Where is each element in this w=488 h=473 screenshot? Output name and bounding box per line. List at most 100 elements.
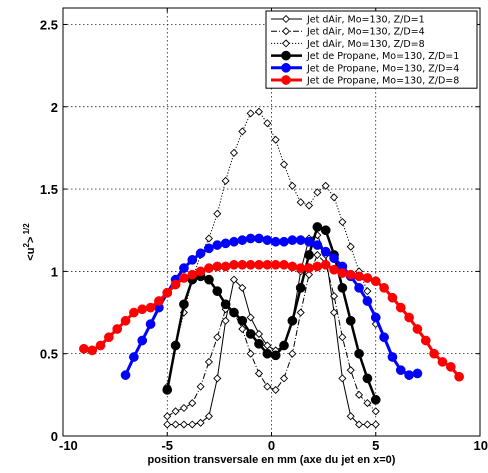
data-point-marker: [79, 343, 89, 354]
y-axis-label-sup2: 1/2: [22, 223, 31, 237]
data-point-marker: [387, 352, 398, 362]
data-point-marker: [355, 420, 364, 429]
data-point-marker: [338, 374, 347, 383]
data-point-marker: [281, 27, 291, 36]
data-point-marker: [320, 259, 331, 270]
legend-item-5: Jet de Propane, Mo=130, Z/D=4: [271, 62, 459, 74]
legend-item-4: Jet de Propane, Mo=130, Z/D=1: [271, 50, 459, 62]
data-point-marker: [345, 315, 356, 326]
data-point-marker: [362, 373, 373, 384]
data-point-marker: [237, 315, 248, 326]
y-tick-label: 1: [51, 264, 58, 279]
data-point-marker: [163, 412, 172, 421]
data-point-marker: [263, 382, 272, 391]
data-point-marker: [281, 14, 291, 24]
data-point-marker: [362, 296, 373, 306]
data-point-marker: [229, 259, 239, 270]
data-point-marker: [188, 420, 197, 429]
y-tick-label: 2.5: [40, 17, 58, 32]
data-point-marker: [271, 385, 280, 394]
data-point-marker: [254, 338, 264, 349]
data-point-marker: [287, 235, 298, 245]
data-point-marker: [112, 324, 123, 334]
data-point-marker: [196, 418, 205, 427]
data-point-marker: [346, 366, 355, 375]
data-point-marker: [412, 324, 423, 334]
data-point-marker: [312, 240, 323, 250]
data-point-marker: [179, 273, 189, 283]
data-point-marker: [320, 246, 331, 257]
data-point-marker: [187, 255, 198, 265]
data-point-marker: [229, 275, 239, 284]
legend-label: Jet dAir, Mo=130, Z/D=4: [306, 27, 425, 38]
data-point-marker: [371, 407, 380, 416]
data-point-marker: [104, 332, 114, 343]
data-point-marker: [245, 329, 256, 339]
data-point-marker: [204, 357, 213, 366]
y-tick-label: 0: [51, 429, 58, 444]
data-point-marker: [370, 312, 381, 323]
data-point-marker: [345, 269, 356, 280]
data-point-marker: [288, 181, 297, 190]
data-point-marker: [179, 420, 188, 429]
data-point-marker: [321, 181, 330, 190]
data-point-marker: [429, 348, 439, 359]
data-point-marker: [187, 269, 198, 280]
data-point-marker: [204, 243, 214, 254]
data-point-marker: [354, 271, 364, 282]
data-point-marker: [354, 348, 364, 359]
y-axis-label-base: <u: [25, 248, 37, 261]
data-point-marker: [238, 127, 247, 136]
data-point-marker: [129, 352, 139, 362]
y-axis-label-mid: >: [25, 237, 37, 243]
data-point-marker: [162, 385, 173, 395]
data-point-marker: [312, 222, 323, 232]
x-tick-label: -10: [59, 438, 78, 453]
data-point-marker: [238, 324, 247, 334]
data-point-marker: [212, 261, 223, 272]
data-point-marker: [171, 407, 180, 416]
data-point-marker: [221, 176, 230, 185]
data-point-marker: [287, 315, 298, 326]
data-point-marker: [246, 313, 255, 322]
data-point-marker: [287, 261, 298, 272]
data-point-marker: [154, 296, 164, 306]
data-point-marker: [370, 276, 381, 287]
data-point-marker: [304, 236, 314, 247]
data-point-marker: [379, 282, 389, 293]
data-point-marker: [195, 248, 206, 259]
data-point-marker: [338, 333, 347, 342]
data-point-marker: [229, 307, 239, 318]
data-point-marker: [270, 236, 281, 247]
data-point-marker: [363, 420, 372, 429]
legend-item-2: Jet dAir, Mo=130, Z/D=4: [271, 27, 425, 38]
data-point-marker: [137, 335, 148, 346]
data-point-marker: [330, 292, 339, 301]
data-point-marker: [281, 50, 291, 61]
data-point-marker: [445, 362, 456, 372]
data-point-marker: [304, 201, 314, 210]
data-point-marker: [204, 412, 213, 421]
data-point-marker: [95, 340, 106, 351]
data-point-marker: [204, 234, 213, 243]
data-point-marker: [245, 233, 256, 244]
data-point-marker: [188, 399, 197, 408]
data-point-marker: [288, 349, 297, 358]
data-point-marker: [346, 412, 355, 421]
data-point-marker: [120, 315, 131, 326]
data-point-marker: [271, 135, 280, 144]
data-point-marker: [212, 286, 223, 296]
data-point-marker: [337, 282, 348, 293]
legend-label: Jet de Propane, Mo=130, Z/D=1: [306, 51, 459, 62]
data-point-marker: [179, 263, 189, 273]
data-point-marker: [246, 349, 255, 358]
data-point-marker: [162, 287, 173, 298]
data-point-marker: [295, 263, 306, 273]
data-point-marker: [238, 283, 247, 292]
data-point-marker: [170, 340, 181, 351]
y-tick-label: 2: [51, 100, 58, 115]
data-point-marker: [204, 263, 214, 273]
legend-box: [265, 10, 478, 89]
data-point-marker: [437, 357, 448, 367]
